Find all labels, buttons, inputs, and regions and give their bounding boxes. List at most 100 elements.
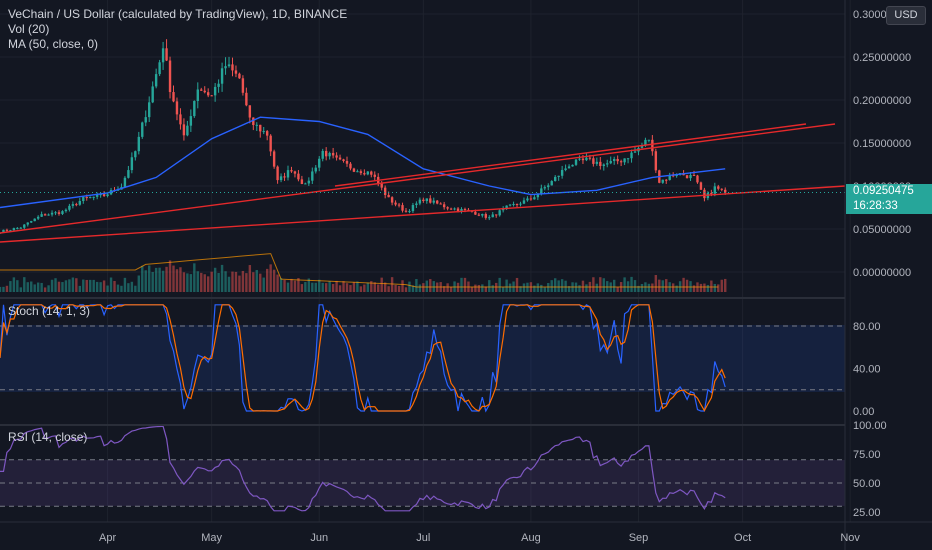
volume-bar (318, 279, 321, 292)
price-axis-label: 0.05000000 (853, 224, 911, 236)
candle-body (699, 182, 703, 190)
volume-bar (335, 280, 338, 292)
volume-bar (394, 284, 397, 292)
candle-body (335, 155, 338, 158)
volume-bar (550, 280, 553, 292)
candle-body (2, 229, 5, 233)
candle-body (50, 212, 54, 215)
candle-body (547, 185, 550, 188)
stoch-k-line (0, 304, 726, 413)
volume-bar (543, 287, 546, 292)
volume-bar (699, 283, 703, 292)
volume-bar (161, 270, 165, 292)
volume-bar (661, 280, 664, 292)
volume-bar (78, 285, 82, 292)
volume-bar (234, 271, 238, 292)
candle-body (154, 74, 158, 87)
candle-body (213, 86, 217, 96)
volume-bar (151, 271, 154, 292)
candle-body (231, 64, 234, 71)
stoch-indicator-title[interactable]: Stoch (14, 1, 3) (8, 304, 91, 318)
price-axis-label: 0.00000000 (853, 267, 911, 279)
volume-bar (33, 284, 36, 292)
volume-bar (283, 279, 286, 292)
candle-body (557, 175, 560, 177)
volume-bar (272, 269, 276, 292)
volume-bar (446, 283, 449, 292)
candle-body (262, 131, 265, 133)
candle-body (720, 188, 723, 190)
candle-body (366, 171, 370, 175)
candle-body (220, 68, 224, 84)
candle-body (439, 203, 442, 205)
candle-body (324, 150, 328, 157)
volume-bar (578, 285, 581, 292)
candle-body (186, 125, 189, 136)
candle-body (92, 196, 95, 198)
volume-bar (710, 280, 713, 292)
currency-badge[interactable]: USD (886, 6, 926, 25)
candle-body (196, 89, 199, 101)
candle-body (158, 62, 161, 75)
candle-body (418, 199, 422, 204)
candle-body (411, 205, 415, 212)
candle-body (134, 151, 137, 158)
candle-body (626, 158, 630, 160)
candle-body (314, 167, 317, 172)
volume-bar (401, 280, 404, 292)
candle-body (78, 200, 82, 205)
volume-bar (196, 271, 199, 292)
candle-body (713, 186, 717, 194)
volume-bar (0, 286, 2, 292)
candle-body (460, 208, 463, 212)
rsi-indicator-title[interactable]: RSI (14, close) (8, 430, 88, 444)
time-axis-label: Aug (521, 532, 541, 544)
volume-bar (637, 285, 640, 292)
candle-body (543, 187, 546, 189)
candle-body (68, 205, 71, 210)
volume-bar (5, 285, 9, 292)
candle-body (651, 139, 654, 152)
candle-body (394, 202, 397, 205)
volume-bar (9, 281, 12, 292)
stoch-d-line (0, 304, 726, 412)
candle-body (182, 124, 186, 136)
volume-bar (30, 281, 33, 292)
candle-body (363, 173, 366, 175)
volume-bar (651, 283, 654, 292)
candle-body (47, 214, 50, 216)
candle-body (522, 200, 526, 204)
candle-body (612, 158, 616, 162)
volume-bar (373, 282, 376, 292)
candle-body (633, 151, 637, 153)
volume-bar (304, 282, 307, 292)
volume-bar (134, 285, 137, 292)
volume-bar (85, 279, 88, 292)
volume-bar (338, 285, 342, 292)
candle-body (689, 174, 692, 179)
time-axis-label: Jun (310, 532, 328, 544)
candle-body (82, 197, 85, 201)
symbol-title[interactable]: VeChain / US Dollar (calculated by Tradi… (8, 7, 348, 21)
candle-body (54, 212, 57, 214)
volume-bar (179, 267, 182, 292)
candle-body (595, 161, 599, 164)
candle-body (148, 102, 151, 118)
volume-indicator-title[interactable]: Vol (20) (8, 22, 50, 36)
volume-bar (82, 279, 85, 292)
volume-bar (411, 285, 415, 292)
candle-body (481, 213, 484, 216)
volume-bar (259, 273, 262, 292)
volume-bar (252, 272, 255, 292)
candle-body (276, 166, 279, 181)
ma-50-line (0, 116, 726, 209)
volume-bar (213, 267, 217, 292)
volume-bar (220, 264, 224, 292)
ma-indicator-title[interactable]: MA (50, close, 0) (8, 37, 99, 51)
volume-bar (404, 287, 408, 292)
candle-body (252, 117, 255, 125)
volume-bar (113, 280, 116, 292)
volume-bar (50, 279, 54, 292)
candle-body (265, 131, 269, 136)
